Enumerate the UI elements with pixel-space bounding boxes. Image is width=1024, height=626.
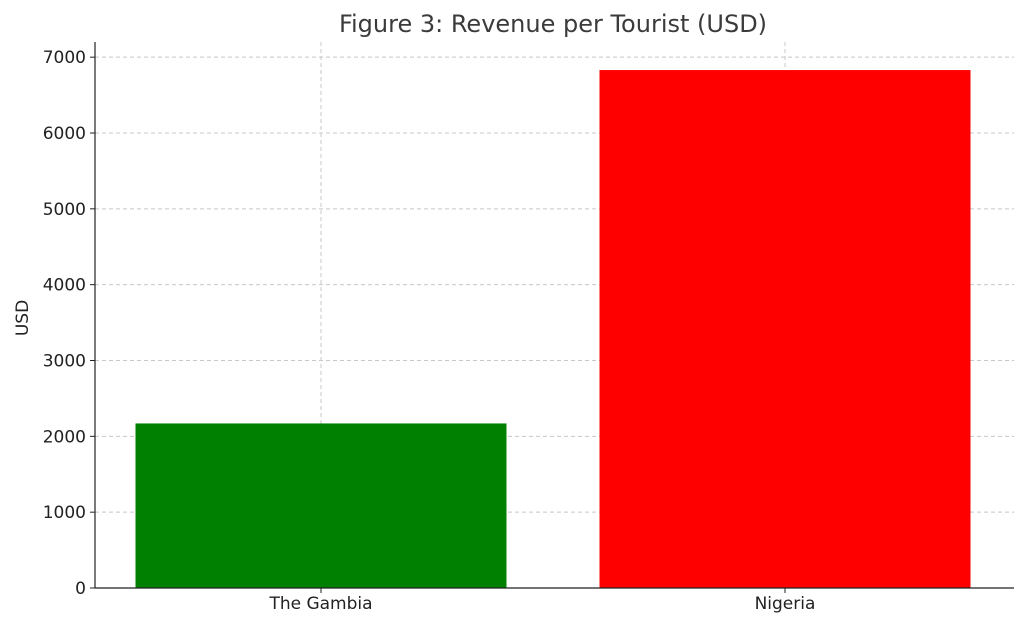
y-tick-label: 1000 (43, 503, 86, 523)
y-tick-label: 0 (75, 579, 86, 599)
y-tick-label: 2000 (43, 427, 86, 447)
axes (90, 42, 1014, 593)
chart-title: Figure 3: Revenue per Tourist (USD) (339, 10, 767, 38)
x-tick-labels: The Gambia Nigeria (268, 594, 815, 614)
bar-the-gambia (135, 423, 507, 588)
x-tick-label: Nigeria (755, 594, 816, 614)
x-tick-label: The Gambia (268, 594, 372, 614)
bars (135, 70, 971, 588)
y-tick-label: 4000 (43, 276, 86, 296)
bar-nigeria (599, 70, 971, 588)
y-tick-labels: 0 1000 2000 3000 4000 5000 6000 7000 (43, 48, 86, 599)
y-tick-label: 5000 (43, 200, 86, 220)
y-tick-label: 6000 (43, 124, 86, 144)
y-tick-label: 7000 (43, 48, 86, 68)
y-tick-label: 3000 (43, 352, 86, 372)
y-axis-label: USD (13, 300, 33, 336)
